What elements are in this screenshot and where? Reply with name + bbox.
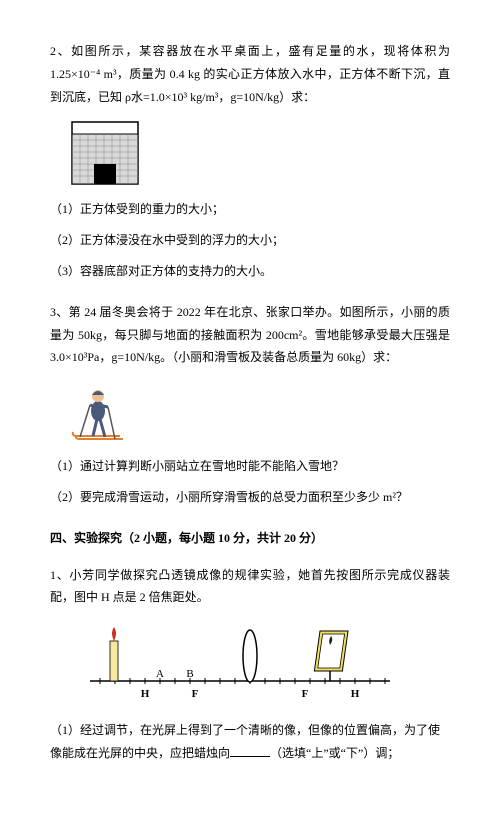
q3-number: 3、 — [50, 305, 69, 319]
q2-sub2: （2）正方体浸没在水中受到的浮力的大小； — [50, 229, 450, 252]
q2-text: 如图所示，某容器放在水平桌面上，盛有足量的水，现将体积为 1.25×10⁻⁴ m… — [50, 44, 450, 104]
q2-number: 2、 — [50, 44, 71, 58]
label-H-left: H — [141, 688, 150, 700]
q4-1-sub1-post: （选填“上”或“下”）调； — [270, 746, 399, 760]
label-F-right: F — [302, 688, 309, 700]
container-diagram — [70, 120, 140, 186]
q3-sub1: （1）通过计算判断小丽站立在雪地时能不能陷入雪地？ — [50, 455, 450, 478]
label-H-right: H — [351, 688, 360, 700]
label-B: B — [186, 668, 193, 680]
q2-sub1: （1）正方体受到的重力的大小； — [50, 198, 450, 221]
question-4-1: 1、小芳同学做探究凸透镜成像的规律实验，她首先按图所示完成仪器装配，图中 H 点… — [50, 564, 450, 765]
section-4-title: 四、实验探究（2 小题，每小题 10 分，共计 20 分） — [50, 527, 450, 550]
q4-1-figure: A B H F F H — [90, 621, 450, 707]
question-2: 2、如图所示，某容器放在水平桌面上，盛有足量的水，现将体积为 1.25×10⁻⁴… — [50, 40, 450, 283]
q3-sub2: （2）要完成滑雪运动，小丽所穿滑雪板的总受力面积至少多少 m²？ — [50, 486, 450, 509]
skier-diagram — [70, 381, 128, 443]
optical-bench-diagram: A B H F F H — [90, 621, 390, 707]
q4-1-number: 1、 — [50, 568, 69, 582]
label-F-left: F — [192, 688, 199, 700]
q3-text: 第 24 届冬奥会将于 2022 年在北京、张家口举办。如图所示，小丽的质量为 … — [50, 305, 450, 365]
q2-sub3: （3）容器底部对正方体的支持力的大小。 — [50, 260, 450, 283]
q4-1-blank — [230, 756, 270, 757]
q4-1-text: 小芳同学做探究凸透镜成像的规律实验，她首先按图所示完成仪器装配，图中 H 点是 … — [50, 568, 450, 605]
question-3: 3、第 24 届冬奥会将于 2022 年在北京、张家口举办。如图所示，小丽的质量… — [50, 301, 450, 509]
label-A: A — [156, 668, 164, 680]
q3-figure — [70, 381, 450, 443]
q4-1-sub1: （1）经过调节，在光屏上得到了一个清晰的像，但像的位置偏高，为了使像能成在光屏的… — [50, 719, 450, 765]
q2-figure — [70, 120, 450, 186]
